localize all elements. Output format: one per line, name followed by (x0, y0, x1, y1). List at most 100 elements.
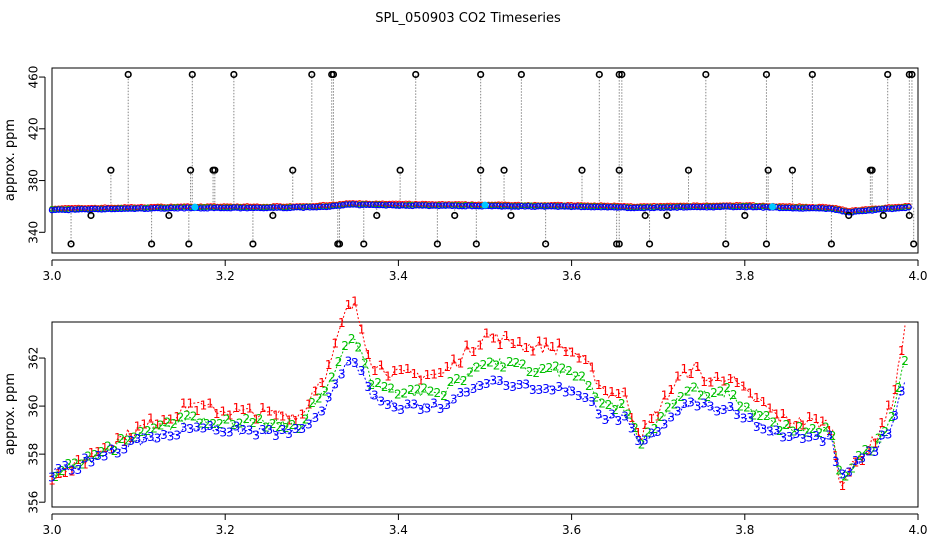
bottom-point-series-3: 3 (516, 378, 524, 392)
top-point-series-3 (280, 204, 287, 212)
bottom-point-series-2: 2 (131, 430, 139, 444)
bottom-point-series-1: 1 (285, 414, 293, 428)
top-point-series-3 (128, 205, 135, 212)
bottom-point-series-2: 2 (486, 356, 494, 370)
bottom-point-series-3: 3 (588, 395, 596, 409)
figure-title: SPL_050903 CO2 Timeseries (375, 11, 561, 26)
top-outlier-point (477, 70, 485, 79)
top-point-series-3 (756, 203, 763, 211)
bottom-point-series-3: 3 (180, 421, 188, 435)
top-point-series-3 (723, 203, 730, 210)
bottom-point-series-3: 3 (575, 389, 583, 403)
bottom-point-series-1: 1 (575, 351, 583, 365)
bottom-point-series-2: 2 (822, 420, 830, 434)
top-point-series-3 (177, 204, 185, 211)
bottom-line-series-1 (51, 299, 906, 488)
top-point-series-3 (905, 204, 912, 211)
top-outlier-point (905, 70, 913, 79)
bottom-point-series-3: 3 (121, 442, 129, 456)
top-outlier-point (308, 70, 316, 79)
top-point-series-3 (568, 203, 575, 211)
bottom-y-tick-label: 362 (27, 347, 41, 370)
bottom-point-series-2: 2 (236, 417, 244, 431)
bottom-point-series-2: 2 (322, 384, 330, 398)
top-point-series-3 (544, 203, 552, 210)
top-point-series-3 (91, 205, 99, 213)
top-outlier-point (147, 240, 156, 248)
bottom-point-series-3: 3 (443, 398, 451, 412)
bottom-point-series-3: 3 (206, 419, 214, 433)
bottom-point-series-1: 1 (700, 375, 708, 389)
top-outlier-point (827, 240, 836, 248)
bottom-point-series-1: 1 (503, 329, 511, 343)
bottom-point-series-1: 1 (496, 338, 504, 352)
bottom-point-series-1: 1 (555, 337, 563, 351)
bottom-point-series-1: 1 (536, 335, 544, 349)
bottom-point-series-2: 2 (901, 354, 909, 368)
top-point-series-3 (534, 203, 542, 210)
top-point-series-3 (95, 205, 102, 213)
top-point-series-3 (207, 204, 214, 211)
bottom-point-series-3: 3 (885, 427, 893, 441)
top-x-tick-label: 3.6 (562, 269, 581, 283)
top-point-series-3 (706, 203, 714, 211)
top-point-series-3 (230, 204, 238, 211)
top-outlier-point (269, 211, 277, 220)
top-outlier-point (615, 70, 623, 79)
top-point-series-3 (300, 204, 307, 211)
top-point-series-3 (604, 204, 611, 211)
bottom-point-series-1: 1 (160, 413, 168, 427)
top-point-series-3 (303, 203, 310, 211)
top-point-series-3 (214, 204, 221, 211)
bottom-point-series-1: 1 (852, 455, 860, 469)
bottom-point-series-2: 2 (644, 425, 652, 439)
top-point-series-3 (48, 206, 56, 214)
top-point-series-3 (389, 201, 396, 209)
top-point-series-3 (171, 205, 178, 212)
top-point-series-3 (872, 206, 879, 214)
bottom-point-series-2: 2 (71, 457, 79, 471)
top-point-series-3 (462, 203, 469, 210)
top-point-series-3 (617, 204, 625, 211)
top-outlier-point (645, 240, 654, 248)
bottom-point-series-3: 3 (391, 400, 399, 414)
top-point-series-3 (895, 205, 902, 212)
top-point-series-3 (247, 204, 254, 212)
bottom-y-axis: 356 358 360 362 (27, 347, 46, 514)
top-outlier-point (741, 211, 749, 220)
bottom-point-series-3: 3 (832, 455, 840, 469)
bottom-point-series-2: 2 (875, 432, 883, 446)
bottom-point-series-1: 1 (292, 414, 300, 428)
bottom-point-series-3: 3 (226, 425, 234, 439)
top-x-tick-label: 3.0 (42, 269, 61, 283)
top-panel-points (48, 200, 912, 216)
top-point-series-3 (346, 201, 353, 208)
bottom-point-series-1: 1 (799, 418, 807, 432)
top-outlier-point (613, 240, 621, 248)
bottom-point-series-2: 2 (150, 422, 158, 436)
bottom-point-series-2: 2 (677, 390, 685, 404)
top-outlier-point (762, 70, 771, 79)
top-point-series-3 (253, 204, 261, 211)
top-point-series-3 (81, 205, 89, 213)
top-outlier-point (412, 70, 420, 79)
top-outlier-point (702, 70, 710, 79)
top-outlier-point (107, 166, 115, 174)
bottom-point-series-1: 1 (378, 359, 386, 373)
top-point-series-3 (716, 203, 724, 211)
top-outlier-point (905, 211, 913, 220)
bottom-point-series-1: 1 (338, 316, 346, 330)
top-point-series-3 (627, 204, 635, 212)
top-point-series-3 (154, 204, 162, 212)
bottom-x-tick-label: 4.0 (908, 523, 927, 537)
top-point-series-3 (501, 203, 509, 210)
bottom-point-series-2: 2 (289, 418, 297, 432)
top-point-series-3 (693, 203, 701, 211)
top-point-series-3 (614, 204, 621, 211)
top-point-series-3 (885, 205, 892, 212)
bottom-point-series-1: 1 (615, 387, 623, 401)
top-point-series-3 (273, 204, 281, 211)
bottom-point-series-2: 2 (190, 409, 198, 423)
top-point-series-3 (412, 202, 420, 209)
